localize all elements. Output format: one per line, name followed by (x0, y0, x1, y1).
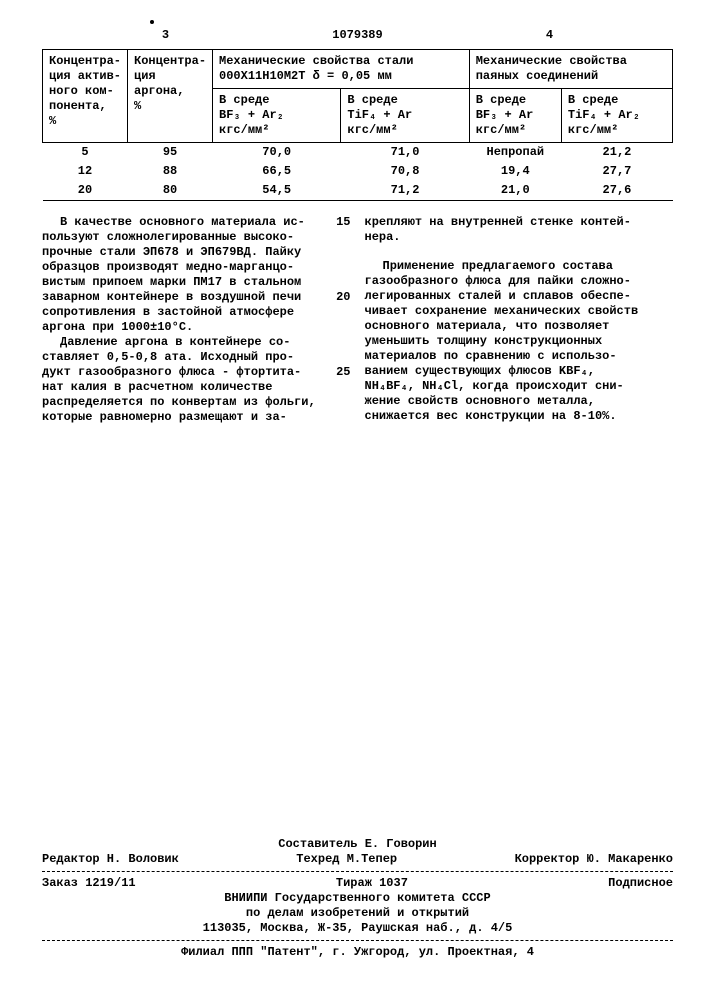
cell: 80 (128, 181, 213, 201)
cell: 12 (43, 162, 128, 181)
cell: 21,2 (561, 143, 672, 163)
lineno-25: 25 (336, 365, 350, 380)
cell: 70,0 (213, 143, 341, 163)
left-column: В качестве основного материала ис- 15 пол… (42, 215, 351, 425)
cell: 20 (43, 181, 128, 201)
cell: 66,5 (213, 162, 341, 181)
table-row: 20 80 54,5 71,2 21,0 27,6 (43, 181, 673, 201)
para: нат калия в расчетном количестве распред… (42, 380, 351, 425)
compiler: Составитель Е. Говорин (42, 837, 673, 852)
page-left: 3 (162, 28, 169, 43)
cell: 5 (43, 143, 128, 163)
cell: 27,6 (561, 181, 672, 201)
cell: 88 (128, 162, 213, 181)
para: крепляют на внутренней стенке контей- не… (365, 215, 674, 245)
subscription: Подписное (608, 876, 673, 891)
cell: 19,4 (469, 162, 561, 181)
branch-address: Филиал ППП "Патент", г. Ужгород, ул. Про… (42, 945, 673, 960)
scan-dot (150, 20, 154, 24)
tirage: Тираж 1037 (336, 876, 408, 891)
th-steel-props: Механические свойства стали 000Х11Н10М2Т… (213, 50, 470, 89)
table-row: 12 88 66,5 70,8 19,4 27,7 (43, 162, 673, 181)
cell: 27,7 (561, 162, 672, 181)
para: сопротивления в застойной атмосфере арго… (42, 305, 351, 335)
tech-ed: Техред М.Тепер (296, 852, 397, 867)
para: пользуют сложнолегированные высоко- проч… (42, 230, 351, 290)
page-right: 4 (546, 28, 553, 43)
para: В качестве основного материала ис- 15 (42, 215, 351, 230)
th-bf3-joint: В среде BF₃ + Ar кгс/мм² (469, 89, 561, 143)
data-table: Концентра- ция актив- ного ком- понента,… (42, 49, 673, 201)
th-bf3-steel: В среде BF₃ + Ar₂ кгс/мм² (213, 89, 341, 143)
para: Применение предлагаемого состава газообр… (365, 259, 674, 424)
table-row: 5 95 70,0 71,0 Непропай 21,2 (43, 143, 673, 163)
text: заварном контейнере в воздушной печи (42, 290, 301, 304)
divider (42, 940, 673, 941)
cell: 95 (128, 143, 213, 163)
cell: 21,0 (469, 181, 561, 201)
corrector: Корректор Ю. Макаренко (515, 852, 673, 867)
doc-number: 1079389 (332, 28, 382, 43)
page-header: 3 1079389 4 (162, 28, 553, 43)
order-no: Заказ 1219/11 (42, 876, 136, 891)
imprint-footer: Составитель Е. Говорин Редактор Н. Волов… (42, 837, 673, 960)
th-tif4-steel: В среде TiF₄ + Ar кгс/мм² (341, 89, 469, 143)
editor: Редактор Н. Воловик (42, 852, 179, 867)
org-address: ВНИИПИ Государственного комитета СССР по… (42, 891, 673, 936)
body-columns: В качестве основного материала ис- 15 пол… (42, 215, 673, 425)
para: дукт газообразного флюса - фтортита- 25 (42, 365, 351, 380)
th-joint-props: Механические свойства паяных соединений (469, 50, 672, 89)
text: дукт газообразного флюса - фтортита- (42, 365, 301, 379)
para: Давление аргона в контейнере со- ставляе… (42, 335, 351, 365)
cell: 54,5 (213, 181, 341, 201)
text: В качестве основного материала ис- (60, 215, 305, 229)
cell: Непропай (469, 143, 561, 163)
th-comp-conc: Концентра- ция актив- ного ком- понента,… (43, 50, 128, 143)
divider (42, 871, 673, 872)
right-column: крепляют на внутренней стенке контей- не… (365, 215, 674, 425)
cell: 71,2 (341, 181, 469, 201)
para: заварном контейнере в воздушной печи 20 (42, 290, 351, 305)
th-argon-conc: Концентра- ция аргона, % (128, 50, 213, 143)
cell: 70,8 (341, 162, 469, 181)
lineno-15: 15 (336, 215, 350, 230)
th-tif4-joint: В среде TiF₄ + Ar₂ кгс/мм² (561, 89, 672, 143)
cell: 71,0 (341, 143, 469, 163)
lineno-20: 20 (336, 290, 350, 305)
